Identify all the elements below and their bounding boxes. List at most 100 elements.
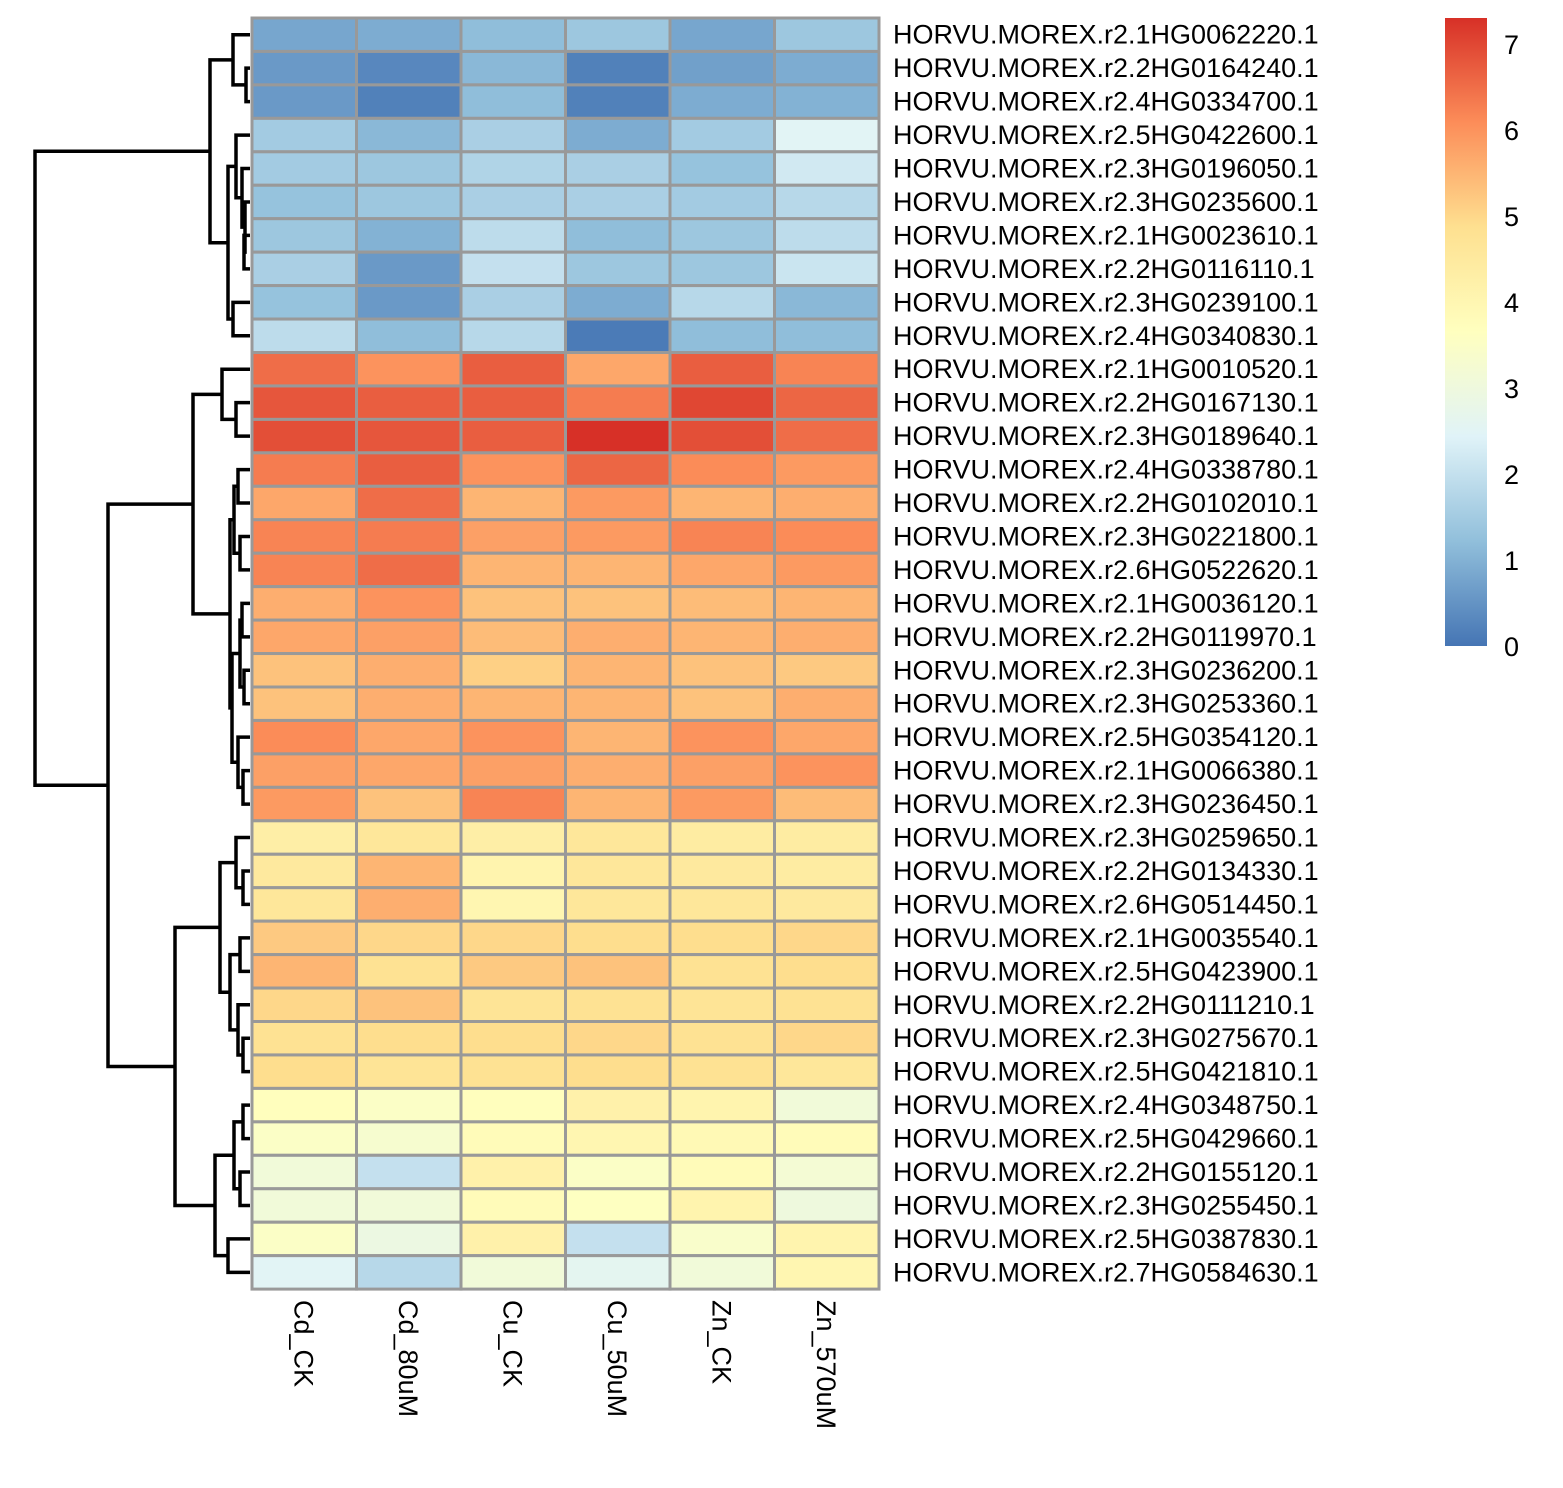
row-label: HORVU.MOREX.r2.1HG0023610.1	[893, 220, 1319, 250]
legend-tick-label: 3	[1504, 374, 1519, 404]
heatmap-cell	[773, 1254, 881, 1291]
heatmap-cell	[459, 986, 567, 1023]
dendrogram-branch	[218, 860, 236, 994]
heatmap-cell	[668, 16, 776, 53]
row-label: HORVU.MOREX.r2.1HG0062220.1	[893, 20, 1319, 50]
dendrogram-branch	[236, 1003, 250, 1057]
heatmap-cell	[250, 652, 358, 689]
heatmap-cell	[668, 886, 776, 923]
heatmap-cell	[564, 518, 672, 555]
heatmap-cell	[564, 217, 672, 254]
legend-tick-label: 5	[1504, 202, 1519, 232]
heatmap-cell	[773, 217, 881, 254]
heatmap-cell	[355, 217, 463, 254]
heatmap-cell	[355, 49, 463, 87]
heatmap-cell	[668, 551, 776, 589]
heatmap-cell	[668, 183, 776, 221]
heatmap-cell	[250, 317, 358, 354]
heatmap-cell	[250, 1187, 358, 1224]
heatmap-cell	[668, 317, 776, 354]
heatmap-cell	[250, 919, 358, 957]
heatmap-cell	[773, 451, 881, 488]
heatmap-cell	[459, 1120, 567, 1157]
heatmap-cell	[564, 685, 672, 722]
heatmap-cell	[250, 819, 358, 856]
row-label: HORVU.MOREX.r2.3HG0189640.1	[893, 421, 1319, 451]
heatmap-cell	[355, 1053, 463, 1090]
heatmap-cell	[459, 618, 567, 656]
heatmap-cell	[668, 1153, 776, 1191]
dendrogram-branch	[231, 300, 250, 338]
heatmap-cell	[564, 819, 672, 856]
heatmap-cell	[355, 785, 463, 823]
heatmap-cell	[355, 116, 463, 154]
heatmap-cell	[355, 1020, 463, 1057]
heatmap-cell	[459, 852, 567, 890]
heatmap-cell	[564, 618, 672, 656]
heatmap-cell	[250, 718, 358, 756]
heatmap-cell	[668, 618, 776, 656]
heatmap-cell	[668, 919, 776, 957]
heatmap-cell	[250, 116, 358, 154]
heatmap-cell	[773, 484, 881, 522]
heatmap-cell	[250, 49, 358, 87]
heatmap-cell	[459, 1220, 567, 1258]
heatmap-cell	[773, 953, 881, 990]
heatmap-cell	[355, 484, 463, 522]
heatmap-cell	[668, 1053, 776, 1090]
heatmap-cell	[564, 886, 672, 923]
heatmap-cell	[355, 685, 463, 722]
heatmap-cell	[564, 417, 672, 455]
row-label: HORVU.MOREX.r2.3HG0275670.1	[893, 1023, 1319, 1053]
heatmap-cell	[564, 484, 672, 522]
heatmap-cell	[355, 284, 463, 321]
heatmap-cell	[250, 1120, 358, 1157]
legend-tick-label: 2	[1504, 460, 1519, 490]
heatmap-cell	[564, 585, 672, 622]
row-label: HORVU.MOREX.r2.5HG0421810.1	[893, 1057, 1319, 1087]
heatmap-cell	[564, 551, 672, 589]
heatmap-cell	[459, 1153, 567, 1191]
heatmap-cell	[250, 1053, 358, 1090]
heatmap-cell	[459, 819, 567, 856]
dendrogram-branch	[220, 367, 250, 422]
dendrogram-branch	[234, 133, 250, 200]
row-label: HORVU.MOREX.r2.3HG0253360.1	[893, 689, 1319, 719]
heatmap-cell	[668, 685, 776, 722]
heatmap-cell	[250, 752, 358, 789]
heatmap-cell	[250, 484, 358, 522]
heatmap-cell	[250, 150, 358, 187]
heatmap-cell	[459, 1020, 567, 1057]
row-label: HORVU.MOREX.r2.4HG0340830.1	[893, 321, 1319, 351]
row-label: HORVU.MOREX.r2.2HG0119970.1	[893, 622, 1317, 652]
heatmap-cell	[250, 551, 358, 589]
heatmap-cell	[355, 417, 463, 455]
row-label: HORVU.MOREX.r2.3HG0259650.1	[893, 823, 1319, 853]
heatmap-cell	[773, 618, 881, 656]
row-label: HORVU.MOREX.r2.5HG0422600.1	[893, 120, 1319, 150]
heatmap-cell	[250, 953, 358, 990]
heatmap-cell	[355, 150, 463, 187]
row-label: HORVU.MOREX.r2.3HG0236200.1	[893, 655, 1319, 685]
column-label: Zn_CK	[706, 1300, 736, 1384]
row-label: HORVU.MOREX.r2.7HG0584630.1	[893, 1257, 1319, 1287]
heatmap-cell	[564, 1153, 672, 1191]
heatmap-cell	[773, 351, 881, 388]
heatmap-cell	[250, 1086, 358, 1124]
heatmap-cell	[773, 752, 881, 789]
heatmap-cell	[668, 752, 776, 789]
heatmap-cell	[564, 317, 672, 354]
heatmap-cell	[773, 1153, 881, 1191]
dendrogram-branch	[242, 668, 250, 706]
heatmap-cell	[355, 1254, 463, 1291]
heatmap-cell	[773, 886, 881, 923]
heatmap-cell	[459, 484, 567, 522]
heatmap-cell	[250, 1220, 358, 1258]
heatmap-cell	[773, 1020, 881, 1057]
heatmap-cell	[668, 351, 776, 388]
heatmap-cell	[773, 685, 881, 722]
heatmap-cell	[773, 919, 881, 957]
dendrogram-branch	[241, 1103, 250, 1141]
heatmap-cell	[564, 752, 672, 789]
heatmap-cell	[459, 384, 567, 421]
